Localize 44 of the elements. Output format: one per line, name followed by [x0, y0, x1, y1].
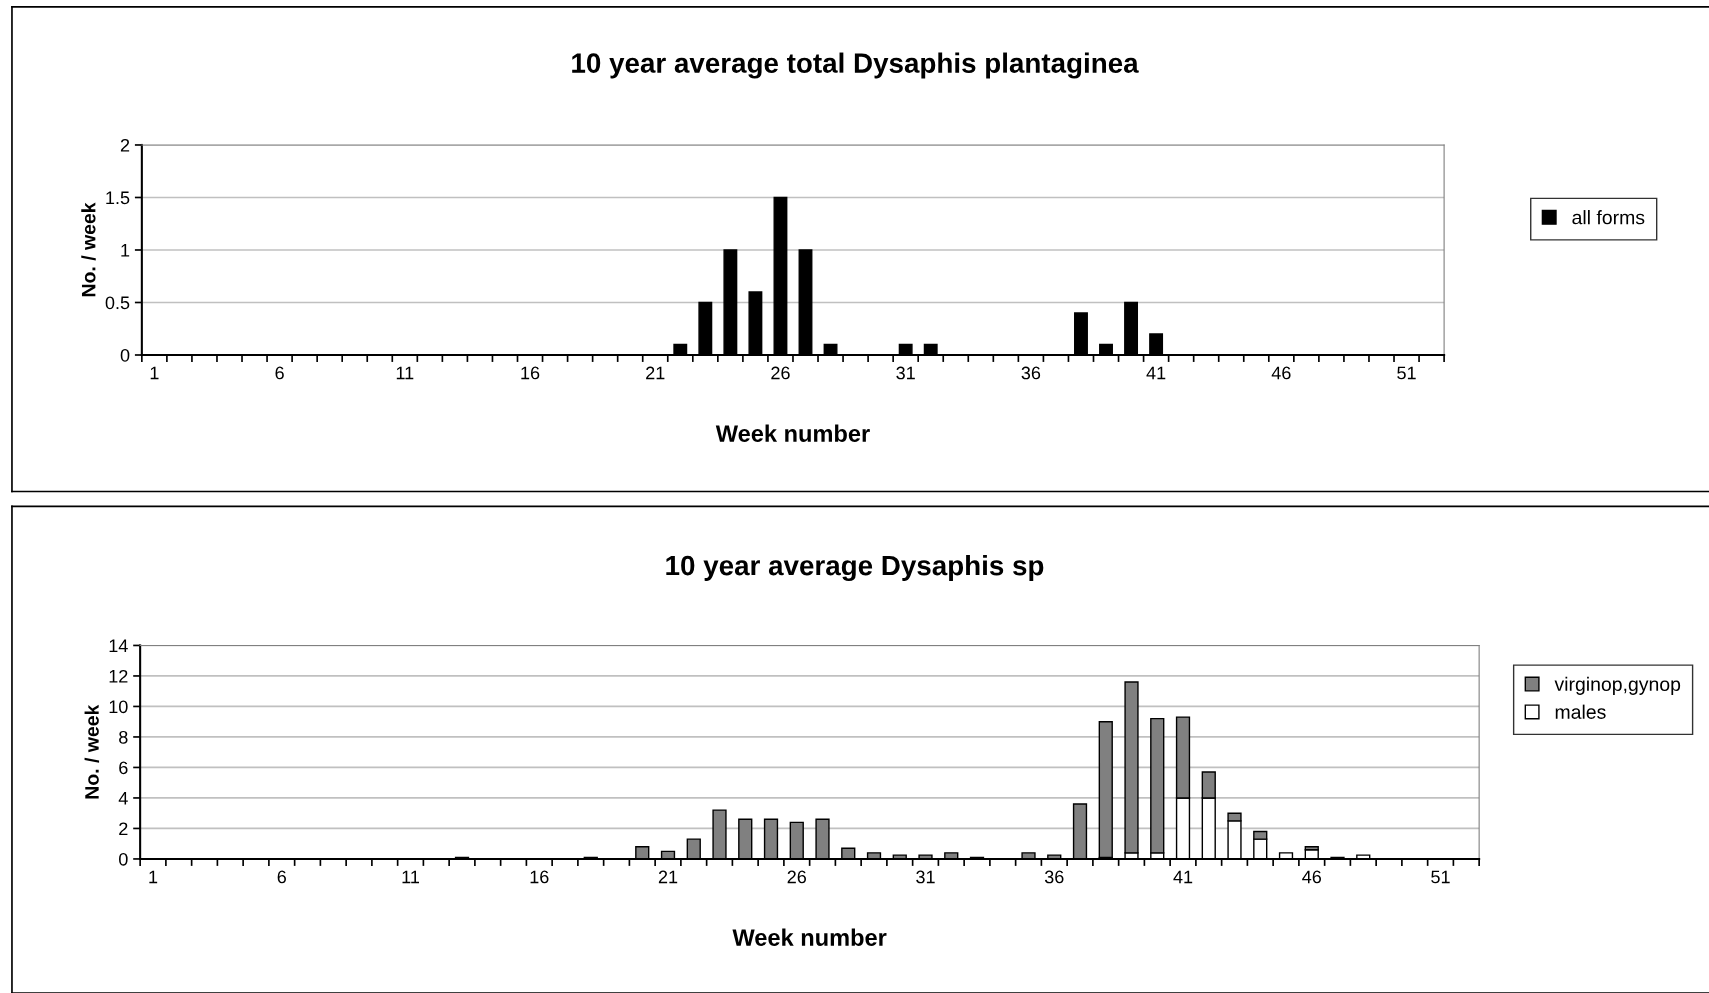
x-tick-label: 6: [275, 366, 284, 380]
x-tick-label: 21: [658, 870, 678, 884]
x-tick-label: 11: [396, 366, 414, 380]
x-tick-label: 16: [521, 366, 540, 380]
legend-label: all forms: [1572, 210, 1645, 225]
x-tick-label: 46: [1302, 870, 1322, 884]
y-tick-label: 10: [109, 700, 128, 714]
y-tick-label: 12: [109, 669, 128, 683]
y-axis-title: No. / week: [84, 704, 100, 799]
y-tick-label: 0: [120, 348, 130, 362]
x-tick-label: 46: [1271, 366, 1291, 380]
y-tick-label: 6: [119, 761, 128, 775]
chart-title: 10 year average Dysaphis sp: [666, 554, 1044, 581]
x-tick-label: 16: [530, 870, 549, 884]
x-tick-label: 31: [896, 366, 915, 380]
x-tick-label: 36: [1021, 366, 1041, 380]
y-tick-label: 1: [121, 244, 130, 257]
y-axis-title: No. / week: [81, 202, 96, 297]
legend-label: males: [1555, 704, 1606, 719]
x-tick-label: 1: [150, 366, 159, 380]
y-tick-label: 0: [119, 852, 128, 866]
y-tick-label: 2: [119, 822, 128, 835]
x-tick-label: 26: [771, 366, 790, 380]
x-tick-label: 6: [277, 870, 286, 884]
x-tick-label: 51: [1397, 366, 1416, 380]
chart-title: 10 year average total Dysaphis plantaginea: [572, 52, 1139, 79]
y-tick-label: 14: [109, 639, 128, 652]
y-tick-label: 8: [119, 730, 128, 744]
x-tick-label: 31: [916, 870, 935, 884]
x-axis-title: Week number: [732, 928, 887, 946]
y-tick-label: 4: [118, 792, 128, 805]
x-tick-label: 1: [149, 870, 158, 884]
x-tick-label: 21: [646, 366, 665, 380]
x-tick-label: 26: [787, 870, 807, 884]
x-tick-label: 36: [1044, 870, 1064, 884]
x-tick-label: 51: [1431, 870, 1450, 884]
y-tick-label: 0.5: [105, 296, 130, 310]
y-tick-label: 1.5: [106, 191, 130, 205]
x-tick-label: 11: [402, 870, 420, 884]
y-tick-label: 2: [120, 138, 130, 152]
x-axis-title: Week number: [715, 424, 870, 442]
legend-label: virginop,gynop: [1554, 676, 1681, 695]
x-tick-label: 41: [1173, 870, 1193, 884]
x-tick-label: 41: [1146, 366, 1166, 380]
